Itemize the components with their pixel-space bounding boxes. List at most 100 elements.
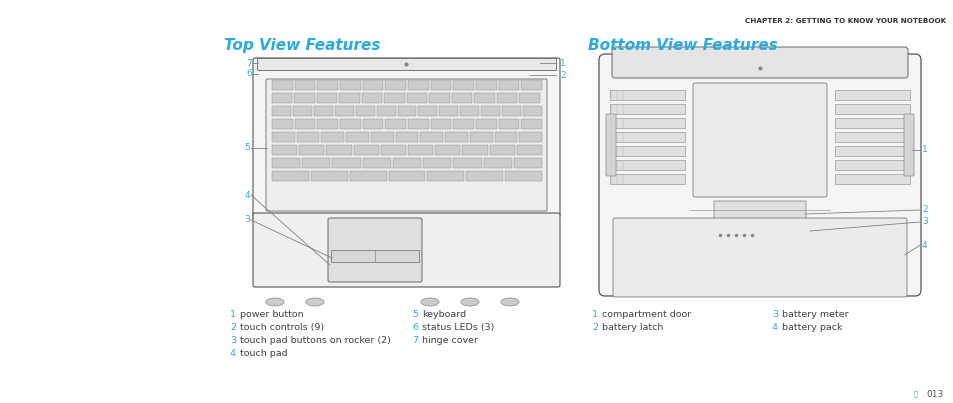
Bar	[498, 119, 518, 129]
Bar	[362, 119, 383, 129]
Bar	[430, 80, 451, 90]
Bar	[834, 118, 909, 128]
Bar	[609, 160, 684, 170]
Bar	[380, 145, 406, 155]
Bar	[489, 145, 515, 155]
Bar	[427, 171, 464, 181]
Bar	[388, 171, 425, 181]
Bar	[346, 132, 369, 142]
Bar	[497, 93, 517, 103]
Bar	[501, 106, 520, 116]
Text: 3: 3	[771, 310, 778, 319]
Bar	[517, 145, 541, 155]
Bar	[311, 171, 347, 181]
FancyBboxPatch shape	[903, 114, 913, 176]
Bar	[407, 93, 427, 103]
FancyBboxPatch shape	[266, 79, 546, 211]
Bar	[834, 174, 909, 184]
Bar	[339, 93, 359, 103]
Bar	[453, 119, 474, 129]
Text: touch pad buttons on rocker (2): touch pad buttons on rocker (2)	[240, 336, 391, 345]
Ellipse shape	[460, 298, 478, 306]
Bar	[520, 119, 541, 129]
Bar	[335, 106, 354, 116]
Bar	[609, 132, 684, 142]
Text: 1: 1	[921, 145, 926, 154]
Text: Top View Features: Top View Features	[224, 38, 380, 53]
Bar	[834, 132, 909, 142]
Bar	[354, 145, 378, 155]
Bar	[272, 80, 293, 90]
Text: CHAPTER 2: GETTING TO KNOW YOUR NOTEBOOK: CHAPTER 2: GETTING TO KNOW YOUR NOTEBOOK	[744, 18, 945, 24]
Bar	[362, 158, 391, 168]
Bar	[439, 106, 457, 116]
Bar	[494, 132, 517, 142]
Bar	[408, 119, 428, 129]
Bar	[423, 158, 451, 168]
Text: 4: 4	[244, 191, 250, 199]
Text: keyboard: keyboard	[421, 310, 466, 319]
Bar	[321, 132, 344, 142]
Bar	[350, 171, 386, 181]
Bar	[519, 93, 539, 103]
Bar	[376, 106, 395, 116]
Bar	[385, 119, 406, 129]
Bar	[408, 80, 428, 90]
FancyBboxPatch shape	[253, 58, 559, 217]
Bar	[498, 80, 518, 90]
Bar	[272, 145, 297, 155]
Bar	[395, 132, 418, 142]
Bar	[609, 90, 684, 100]
Ellipse shape	[420, 298, 438, 306]
Text: 4: 4	[921, 241, 926, 249]
Text: battery latch: battery latch	[601, 323, 662, 332]
Bar	[420, 132, 442, 142]
Bar	[272, 93, 293, 103]
FancyBboxPatch shape	[605, 114, 616, 176]
FancyBboxPatch shape	[692, 83, 826, 197]
FancyBboxPatch shape	[613, 218, 906, 297]
Text: Bottom View Features: Bottom View Features	[587, 38, 777, 53]
Bar	[331, 250, 418, 262]
Bar	[272, 171, 309, 181]
Bar	[609, 118, 684, 128]
Bar	[314, 106, 333, 116]
Text: 3: 3	[921, 218, 926, 226]
Bar	[514, 158, 541, 168]
Bar	[296, 132, 319, 142]
Bar	[272, 132, 294, 142]
Bar	[469, 132, 492, 142]
FancyBboxPatch shape	[253, 213, 559, 287]
Bar	[317, 119, 337, 129]
Bar	[834, 146, 909, 156]
Bar	[466, 171, 502, 181]
Text: status LEDs (3): status LEDs (3)	[421, 323, 494, 332]
Text: touch controls (9): touch controls (9)	[240, 323, 324, 332]
Bar	[294, 80, 315, 90]
Text: 3: 3	[230, 336, 235, 345]
Bar	[317, 80, 337, 90]
Bar	[460, 106, 478, 116]
Text: 5: 5	[244, 143, 250, 152]
Text: 6: 6	[412, 323, 417, 332]
Ellipse shape	[266, 298, 284, 306]
FancyBboxPatch shape	[612, 47, 907, 78]
Bar	[408, 145, 433, 155]
Bar	[272, 106, 291, 116]
Bar	[293, 106, 312, 116]
Bar	[435, 145, 460, 155]
Bar	[418, 106, 436, 116]
Bar	[520, 80, 541, 90]
Bar	[397, 106, 416, 116]
Bar	[445, 132, 467, 142]
Bar	[332, 158, 360, 168]
Bar	[384, 93, 405, 103]
Bar	[299, 145, 324, 155]
Bar	[834, 104, 909, 114]
Bar	[462, 145, 487, 155]
Text: 1: 1	[592, 310, 598, 319]
Bar	[362, 80, 383, 90]
Text: power button: power button	[240, 310, 303, 319]
Text: touch pad: touch pad	[240, 349, 287, 358]
Text: 013: 013	[925, 390, 943, 399]
